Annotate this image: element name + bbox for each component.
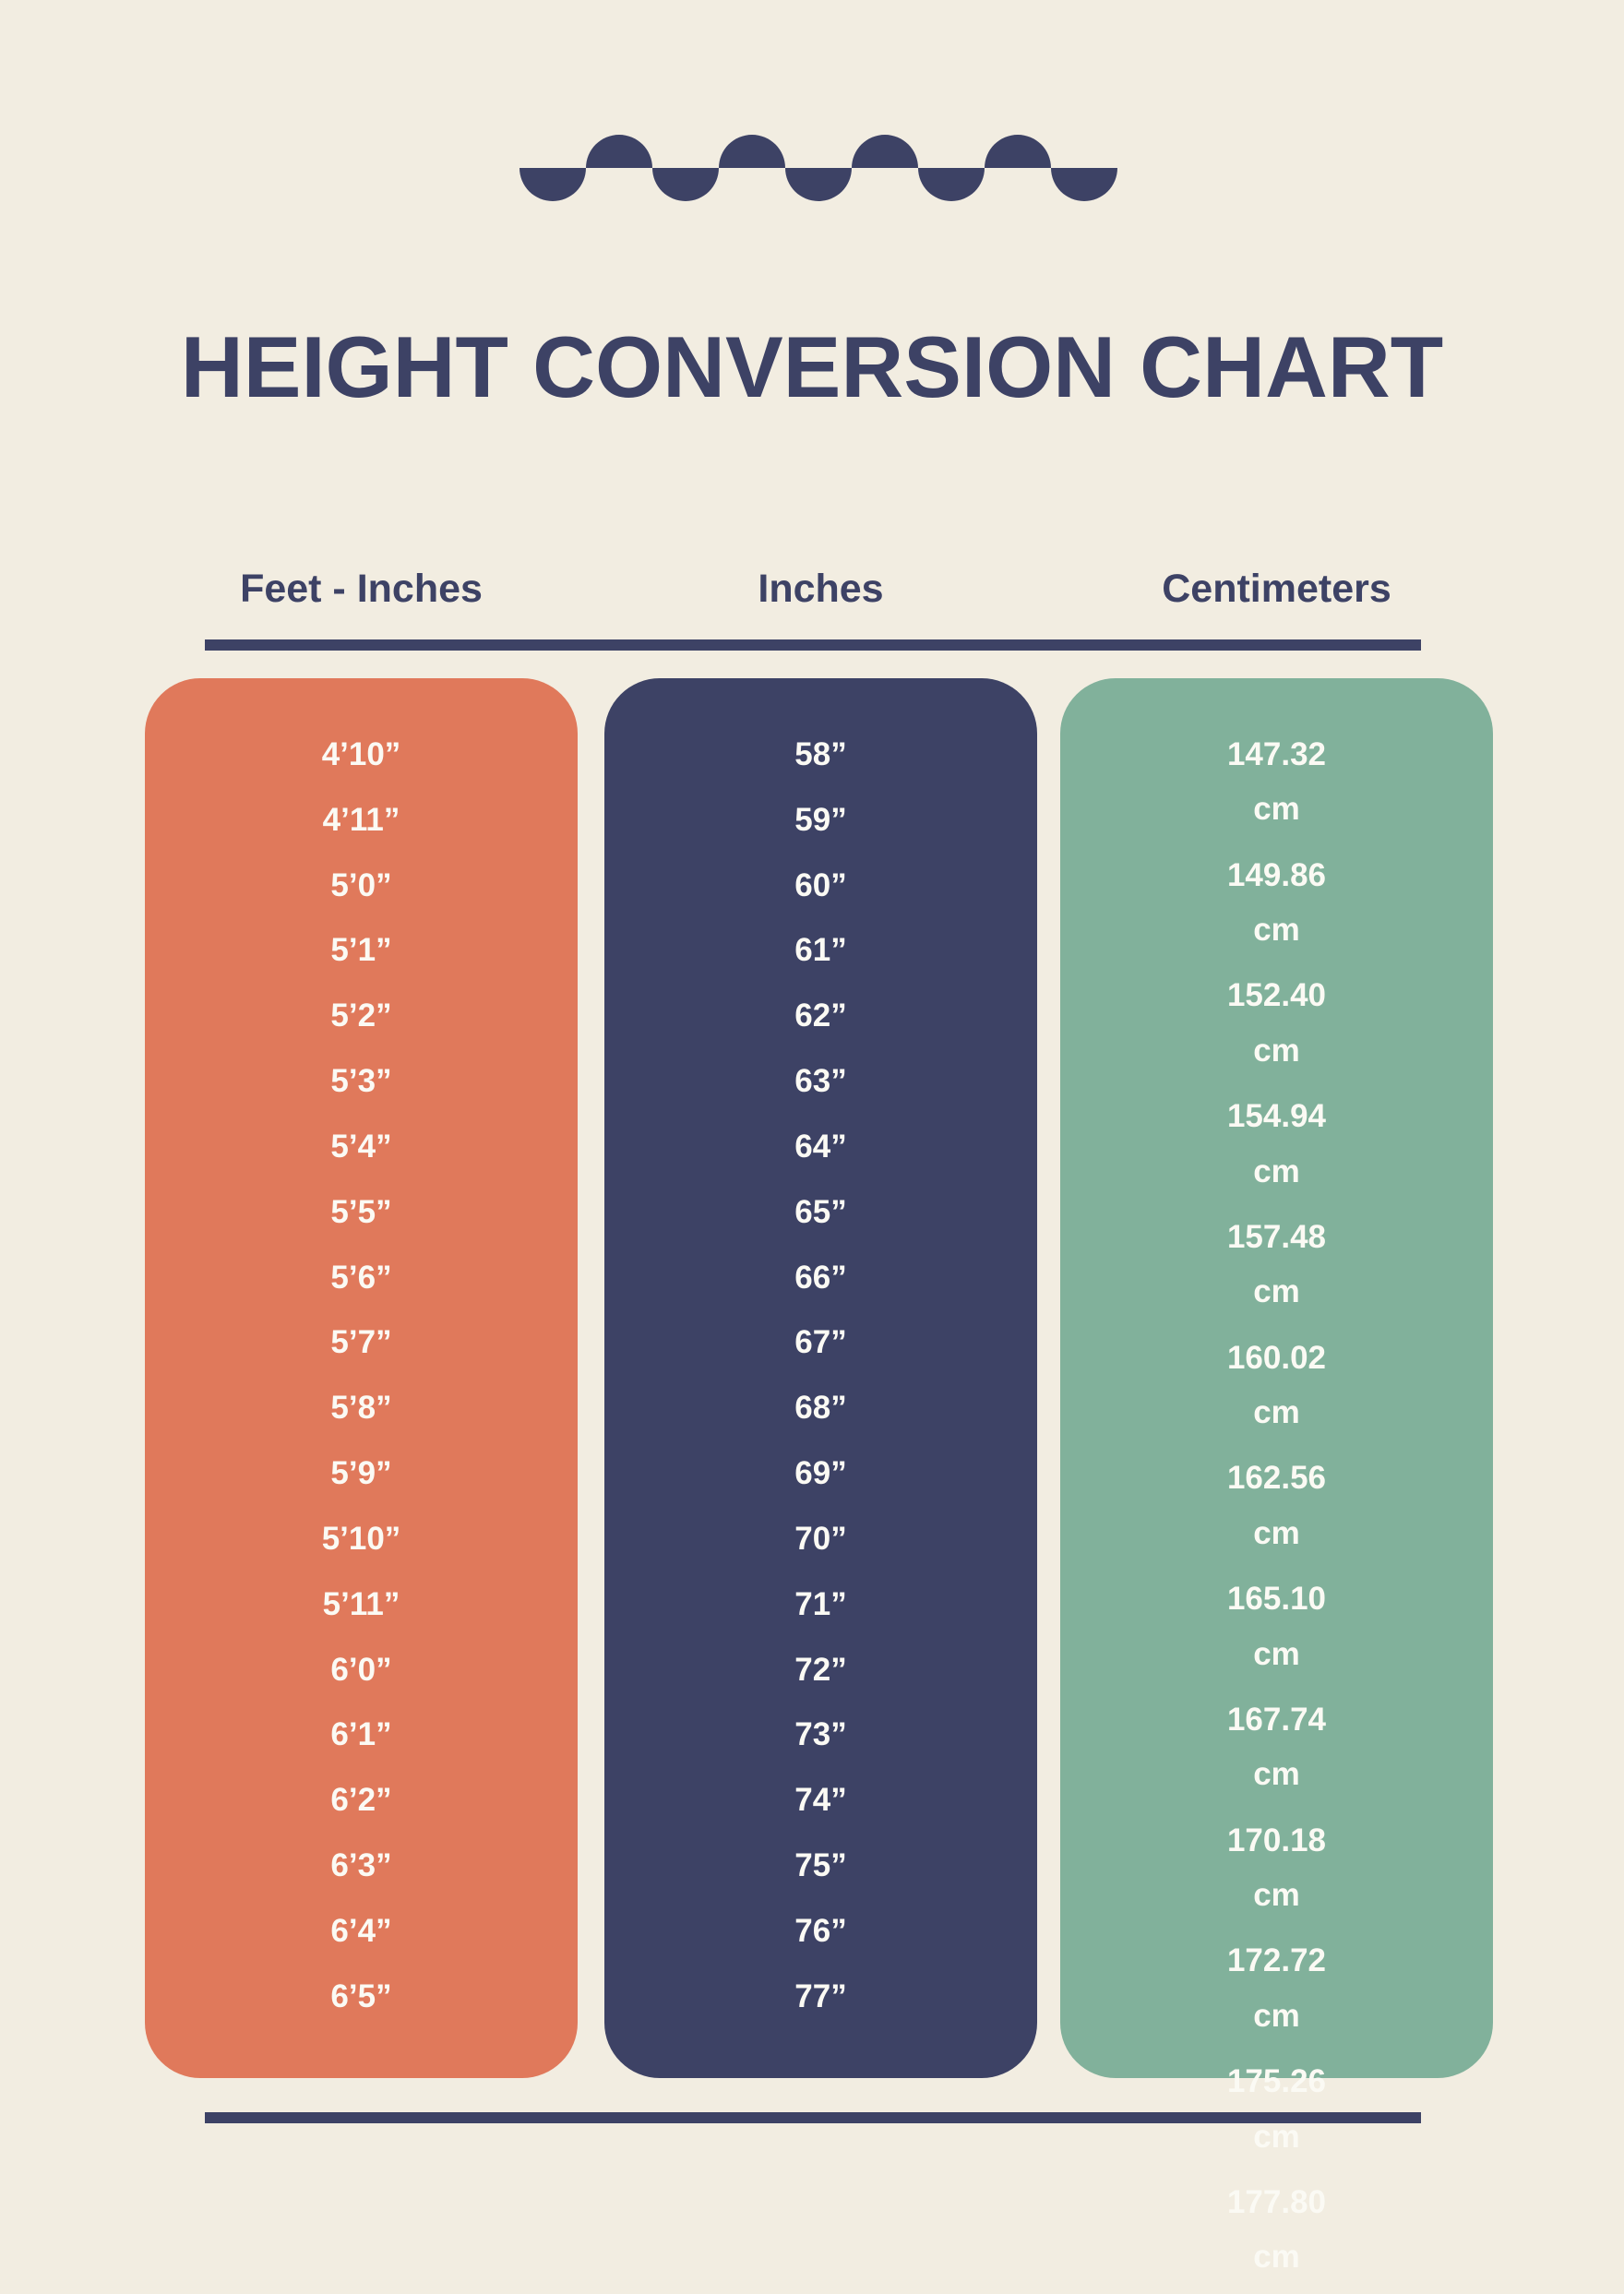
feet-inches-value: 6’3”	[330, 1846, 392, 1883]
centimeters-value: 157.48	[1226, 1218, 1327, 1255]
centimeters-unit: cm	[1253, 1153, 1300, 1189]
centimeters-entry: 147.32 cm	[1060, 723, 1493, 843]
centimeters-value: 172.72	[1226, 1942, 1327, 1979]
centimeters-unit: cm	[1253, 1997, 1300, 2034]
centimeters-unit: cm	[1253, 791, 1300, 828]
centimeters-unit: cm	[1253, 1877, 1300, 1914]
inches-value: 65”	[794, 1193, 847, 1230]
inches-value: 76”	[794, 1912, 847, 1949]
centimeters-entry: 157.48 cm	[1060, 1205, 1493, 1326]
centimeters-entry: 162.56 cm	[1060, 1446, 1493, 1567]
centimeters-value: 175.26	[1226, 2063, 1327, 2100]
centimeters-entry: 149.86 cm	[1060, 842, 1493, 963]
column-centimeters: 147.32 cm 149.86 cm 152.40 cm 154.94 cm …	[1060, 678, 1493, 2275]
column-feet-inches: 4’10” 4’11” 5’0” 5’1” 5’2” 5’3” 5’4” 5’5” 5’6” 5’…	[145, 678, 578, 2078]
bottom-divider	[205, 2112, 1421, 2123]
column-inches: 58” 59” 60” 61” 62” 63” 64” 65” 66” 67” 68” 69” 70” 7…	[604, 678, 1037, 2078]
centimeters-unit: cm	[1253, 1756, 1300, 1793]
feet-inches-value: 5’1”	[330, 932, 392, 969]
inches-value: 60”	[794, 866, 847, 903]
inches-values: 58” 59” 60” 61” 62” 63” 64” 65” 66” 67” 68” 69” 70” 7…	[604, 723, 1037, 2030]
inches-value: 63”	[794, 1063, 847, 1100]
centimeters-entry: 167.74 cm	[1060, 1688, 1493, 1809]
feet-inches-value: 4’11”	[322, 801, 400, 838]
centimeters-entry: 175.26 cm	[1060, 2049, 1493, 2170]
inches-value: 59”	[794, 801, 847, 838]
feet-inches-value: 5’4”	[330, 1128, 392, 1165]
header-centimeters: Centimeters	[1162, 567, 1391, 611]
feet-inches-value: 5’7”	[330, 1324, 392, 1361]
inches-value: 66”	[794, 1259, 847, 1296]
inches-value: 62”	[794, 998, 847, 1034]
centimeters-value: 152.40	[1226, 977, 1327, 1014]
centimeters-value: 170.18	[1226, 1822, 1327, 1858]
inches-value: 70”	[794, 1520, 847, 1557]
inches-value: 75”	[794, 1846, 847, 1883]
feet-inches-value: 5’0”	[330, 866, 392, 903]
inches-value: 74”	[794, 1782, 847, 1819]
feet-inches-value: 5’5”	[330, 1193, 392, 1230]
centimeters-value: 165.10	[1226, 1581, 1327, 1618]
feet-inches-value: 5’3”	[330, 1063, 392, 1100]
feet-inches-value: 5’10”	[321, 1520, 401, 1557]
centimeters-entry: 177.80 cm	[1060, 2170, 1493, 2291]
centimeters-value: 162.56	[1226, 1460, 1327, 1497]
centimeters-entry: 172.72 cm	[1060, 1929, 1493, 2049]
inches-value: 69”	[794, 1455, 847, 1492]
inches-value: 58”	[794, 735, 847, 772]
centimeters-value: 147.32	[1226, 735, 1327, 772]
centimeters-values: 147.32 cm 149.86 cm 152.40 cm 154.94 cm …	[1060, 723, 1493, 2291]
centimeters-unit: cm	[1253, 1032, 1300, 1069]
inches-value: 77”	[794, 1977, 847, 2014]
centimeters-unit: cm	[1253, 1273, 1300, 1310]
feet-inches-value: 5’11”	[322, 1585, 400, 1622]
feet-inches-values: 4’10” 4’11” 5’0” 5’1” 5’2” 5’3” 5’4” 5’5” 5’6” 5’…	[145, 723, 578, 2030]
centimeters-unit: cm	[1253, 2239, 1300, 2276]
feet-inches-value: 6’2”	[330, 1782, 392, 1819]
inches-value: 72”	[794, 1651, 847, 1688]
header-inches: Inches	[758, 567, 884, 611]
inches-value: 73”	[794, 1716, 847, 1753]
inches-value: 67”	[794, 1324, 847, 1361]
inches-value: 71”	[794, 1585, 847, 1622]
feet-inches-value: 6’0”	[330, 1651, 392, 1688]
centimeters-unit: cm	[1253, 912, 1300, 949]
centimeters-value: 167.74	[1226, 1701, 1327, 1738]
inches-value: 68”	[794, 1390, 847, 1427]
feet-inches-value: 6’4”	[330, 1912, 392, 1949]
header-feet-inches: Feet - Inches	[240, 567, 483, 611]
centimeters-entry: 152.40 cm	[1060, 963, 1493, 1084]
centimeters-value: 149.86	[1226, 856, 1327, 893]
centimeters-entry: 154.94 cm	[1060, 1084, 1493, 1205]
centimeters-value: 160.02	[1226, 1339, 1327, 1376]
top-divider	[205, 639, 1421, 651]
centimeters-unit: cm	[1253, 1394, 1300, 1431]
feet-inches-value: 5’9”	[330, 1455, 392, 1492]
centimeters-entry: 160.02 cm	[1060, 1325, 1493, 1446]
feet-inches-value: 5’6”	[330, 1259, 392, 1296]
wave-icon	[519, 135, 1117, 201]
page-title: HEIGHT CONVERSION CHART	[180, 318, 1444, 415]
centimeters-unit: cm	[1253, 1514, 1300, 1551]
centimeters-entry: 165.10 cm	[1060, 1567, 1493, 1688]
inches-value: 61”	[794, 932, 847, 969]
feet-inches-value: 4’10”	[321, 735, 401, 772]
centimeters-value: 177.80	[1226, 2183, 1327, 2220]
centimeters-entry: 170.18 cm	[1060, 1808, 1493, 1929]
feet-inches-value: 5’2”	[330, 998, 392, 1034]
feet-inches-value: 6’5”	[330, 1977, 392, 2014]
inches-value: 64”	[794, 1128, 847, 1165]
centimeters-value: 154.94	[1226, 1098, 1327, 1135]
feet-inches-value: 6’1”	[330, 1716, 392, 1753]
centimeters-unit: cm	[1253, 1635, 1300, 1672]
feet-inches-value: 5’8”	[330, 1390, 392, 1427]
centimeters-unit: cm	[1253, 2118, 1300, 2155]
